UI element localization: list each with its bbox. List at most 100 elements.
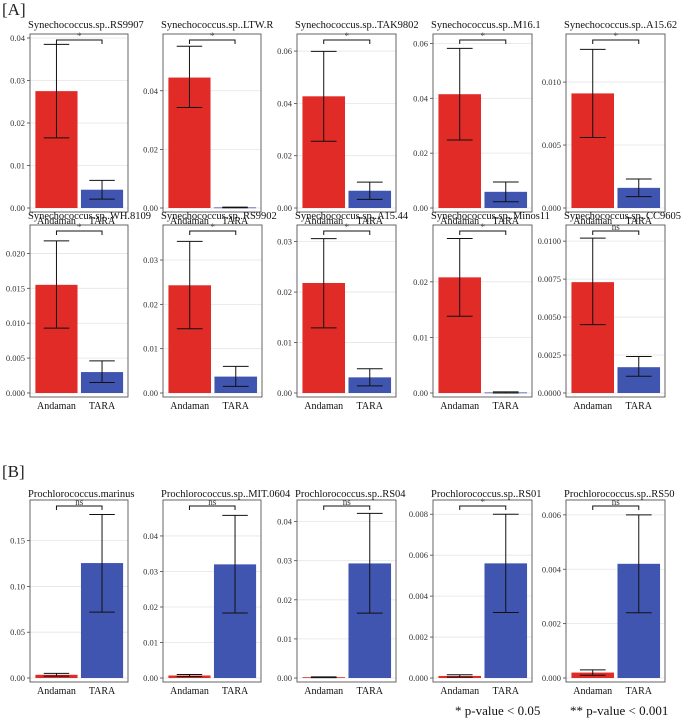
x-tick-label: Andaman <box>573 401 612 412</box>
chart-title: Synechococcus.sp..RS9902 <box>161 211 277 222</box>
y-tick-label: 0.00 <box>143 388 158 398</box>
panel-border <box>162 224 263 398</box>
chart-panel-3: Synechococcus.sp..TAK9802 0.00 0.02 0.04 0.0… <box>277 20 419 227</box>
y-tick-label: 0.004 <box>542 564 562 574</box>
chart-panel-11: Prochlorococcus.marinus 0.00 0.05 0.10 0.15 n… <box>10 489 134 697</box>
x-tick-label: TARA <box>357 686 384 697</box>
y-tick-label: 0.0100 <box>538 236 561 246</box>
x-tick-label: TARA <box>493 216 520 227</box>
y-tick-label: 0.06 <box>277 46 292 56</box>
y-tick-label: 0.02 <box>413 148 428 158</box>
y-tick-label: 0.02 <box>277 151 292 161</box>
y-tick-label: 0.000 <box>542 203 561 213</box>
significance-label: * <box>344 31 349 41</box>
y-tick-label: 0.00 <box>10 673 25 683</box>
x-tick-label: TARA <box>493 686 520 697</box>
y-tick-label: 0.00 <box>413 203 428 213</box>
panel-border <box>296 499 397 683</box>
significance-bracket <box>592 230 640 235</box>
x-tick-label: Andaman <box>304 216 343 227</box>
significance-bracket <box>188 39 236 44</box>
y-tick-label: 0.01 <box>277 634 292 644</box>
y-tick-label: 0.00 <box>143 203 158 213</box>
x-tick-label: Andaman <box>37 401 76 412</box>
significance-label: * <box>613 31 618 41</box>
panel-border <box>565 224 666 398</box>
y-tick-label: 0.02 <box>277 287 292 297</box>
x-tick-label: Andaman <box>304 401 343 412</box>
panel-border <box>162 33 262 213</box>
significance-label: * <box>344 222 349 232</box>
y-tick-label: 0.01 <box>10 161 25 171</box>
panel-border <box>432 499 533 683</box>
y-tick-label: 0.0000 <box>538 388 561 398</box>
chart-title: Synechococcus.sp..LTW.R <box>161 20 273 31</box>
chart-panel-1: Synechococcus.sp..RS9907 0.00 0.01 0.02 0.03… <box>10 20 144 227</box>
chart-panel-13: Prochlorococcus.sp..RS04 0.00 0.01 0.02 0.03… <box>277 489 406 697</box>
chart-panel-6: Synechococcus.sp..WH.8109 0.000 0.005 0.010… <box>6 211 151 412</box>
significance-bracket <box>55 505 103 510</box>
bar-tara <box>617 187 661 208</box>
y-tick-label: 0.010 <box>542 77 561 87</box>
y-tick-label: 0.004 <box>409 591 429 601</box>
significance-label: * <box>210 31 215 41</box>
chart-title: Prochlorococcus.sp..MIT.0604 <box>161 489 291 500</box>
chart-panel-9: Synechococcus.sp..Minos110.000.010.02*An… <box>413 211 550 412</box>
panel-border <box>432 224 533 398</box>
y-tick-label: 0.03 <box>10 76 25 86</box>
chart-title: Synechococcus.sp..Minos11 <box>431 211 550 222</box>
significance-bracket <box>592 39 640 44</box>
significance-label: * <box>480 222 485 232</box>
y-tick-label: 0.03 <box>143 566 158 576</box>
chart-panel-10: Synechococcus.sp..CC9605 0.0000 0.0025 0.00… <box>538 211 681 412</box>
significance-bracket <box>459 39 507 44</box>
chart-panel-5: Synechococcus.sp..A15.62 0.000 0.005 0.010 *… <box>542 20 677 227</box>
x-tick-label: TARA <box>89 686 116 697</box>
y-tick-label: 0.03 <box>277 237 292 247</box>
y-tick-label: 0.02 <box>143 299 158 309</box>
x-tick-label: Andaman <box>573 686 612 697</box>
chart-title: Synechococcus.sp..RS9907 <box>28 20 144 31</box>
significance-label: ns <box>612 222 621 232</box>
y-tick-label: 0.015 <box>6 283 25 293</box>
panel-border <box>432 33 533 213</box>
y-tick-label: 0.000 <box>409 673 428 683</box>
significance-label: ns <box>612 497 621 507</box>
legend-double-star: ** p-value < 0.001 <box>570 703 669 718</box>
x-tick-label: TARA <box>357 401 384 412</box>
y-tick-label: 0.0050 <box>538 312 561 322</box>
chart-title: Synechococcus.sp..A15.62 <box>564 20 677 31</box>
significance-label: ns <box>208 497 217 507</box>
chart-title: Prochlorococcus.marinus <box>28 489 134 500</box>
chart-title: Synechococcus.sp..A15.44 <box>295 211 409 222</box>
significance-bracket <box>323 505 371 510</box>
y-tick-label: 0.02 <box>143 602 158 612</box>
x-tick-label: TARA <box>626 401 653 412</box>
significance-bracket <box>459 505 507 510</box>
chart-panel-12: Prochlorococcus.sp..MIT.0604 0.00 0.01 0.02… <box>143 489 291 697</box>
y-tick-label: 0.000 <box>6 388 25 398</box>
chart-title: Prochlorococcus.sp..RS50 <box>564 489 675 500</box>
y-tick-label: 0.020 <box>6 248 25 258</box>
x-tick-label: TARA <box>357 216 384 227</box>
x-tick-label: Andaman <box>170 216 209 227</box>
y-tick-label: 0.04 <box>10 33 26 43</box>
chart-title: Synechococcus.sp..TAK9802 <box>295 20 419 31</box>
y-tick-label: 0.002 <box>542 619 561 629</box>
x-tick-label: Andaman <box>304 686 343 697</box>
y-tick-label: 0.02 <box>277 595 292 605</box>
y-tick-label: 0.03 <box>277 556 292 566</box>
significance-label: * <box>210 222 215 232</box>
chart-panel-14: Prochlorococcus.sp..RS01 0.000 0.002 0.004 0… <box>409 489 542 697</box>
significance-label: * <box>480 31 485 41</box>
y-tick-label: 0.03 <box>143 255 158 265</box>
panel-border <box>565 33 666 213</box>
x-tick-label: Andaman <box>573 216 612 227</box>
y-tick-label: 0.10 <box>10 581 25 591</box>
y-tick-label: 0.000 <box>542 673 561 683</box>
y-tick-label: 0.00 <box>277 388 292 398</box>
y-tick-label: 0.002 <box>409 632 428 642</box>
section-label-a: [A] <box>2 0 26 19</box>
y-tick-label: 0.06 <box>413 38 428 48</box>
x-tick-label: Andaman <box>440 216 479 227</box>
